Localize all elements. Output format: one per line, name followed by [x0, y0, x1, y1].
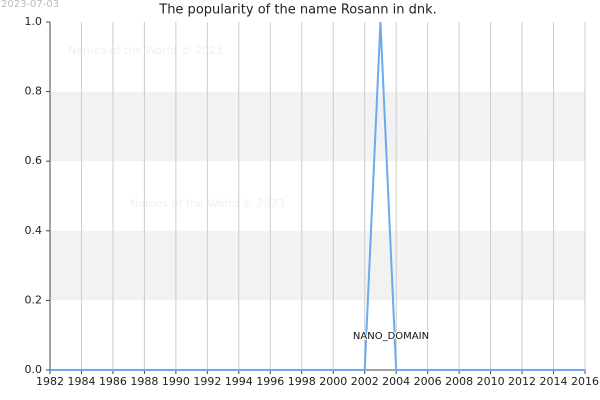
- y-tick-label: 0.0: [25, 363, 43, 376]
- x-tick-label: 2010: [477, 375, 505, 388]
- annotation: NANO_DOMAIN: [353, 331, 429, 342]
- band: [50, 91, 585, 162]
- x-tick-label: 2014: [540, 375, 568, 388]
- x-tick-label: 1994: [225, 375, 253, 388]
- y-tick-label: 0.2: [25, 293, 43, 306]
- x-tick-label: 1988: [130, 375, 158, 388]
- x-tick-label: 2008: [445, 375, 473, 388]
- series-line: [50, 21, 585, 371]
- chart-title: The popularity of the name Rosann in dnk…: [158, 3, 436, 18]
- y-tick-label: 1.0: [25, 15, 43, 28]
- y-tick-label: 0.6: [25, 154, 43, 167]
- y-tick-label: 0.8: [25, 85, 43, 98]
- band: [50, 230, 585, 301]
- date-stamp: 2023-07-03: [1, 0, 59, 10]
- x-tick-label: 1996: [256, 375, 284, 388]
- x-tick-label: 2000: [319, 375, 347, 388]
- x-tick-label: 2006: [414, 375, 442, 388]
- x-tick-label: 2016: [571, 375, 599, 388]
- watermark: Names of the World © 2023: [300, 121, 455, 134]
- watermark: Names of the World © 2023: [68, 44, 223, 57]
- x-tick-label: 1984: [67, 375, 95, 388]
- x-tick-label: 2012: [508, 375, 536, 388]
- x-tick-label: 1990: [162, 375, 190, 388]
- y-tick-label: 0.4: [25, 224, 43, 237]
- x-tick-label: 1998: [288, 375, 316, 388]
- x-tick-label: 1986: [99, 375, 127, 388]
- x-tick-label: 2004: [382, 375, 410, 388]
- x-tick-label: 1992: [193, 375, 221, 388]
- x-tick-label: 1982: [36, 375, 64, 388]
- x-tick-label: 2002: [351, 375, 379, 388]
